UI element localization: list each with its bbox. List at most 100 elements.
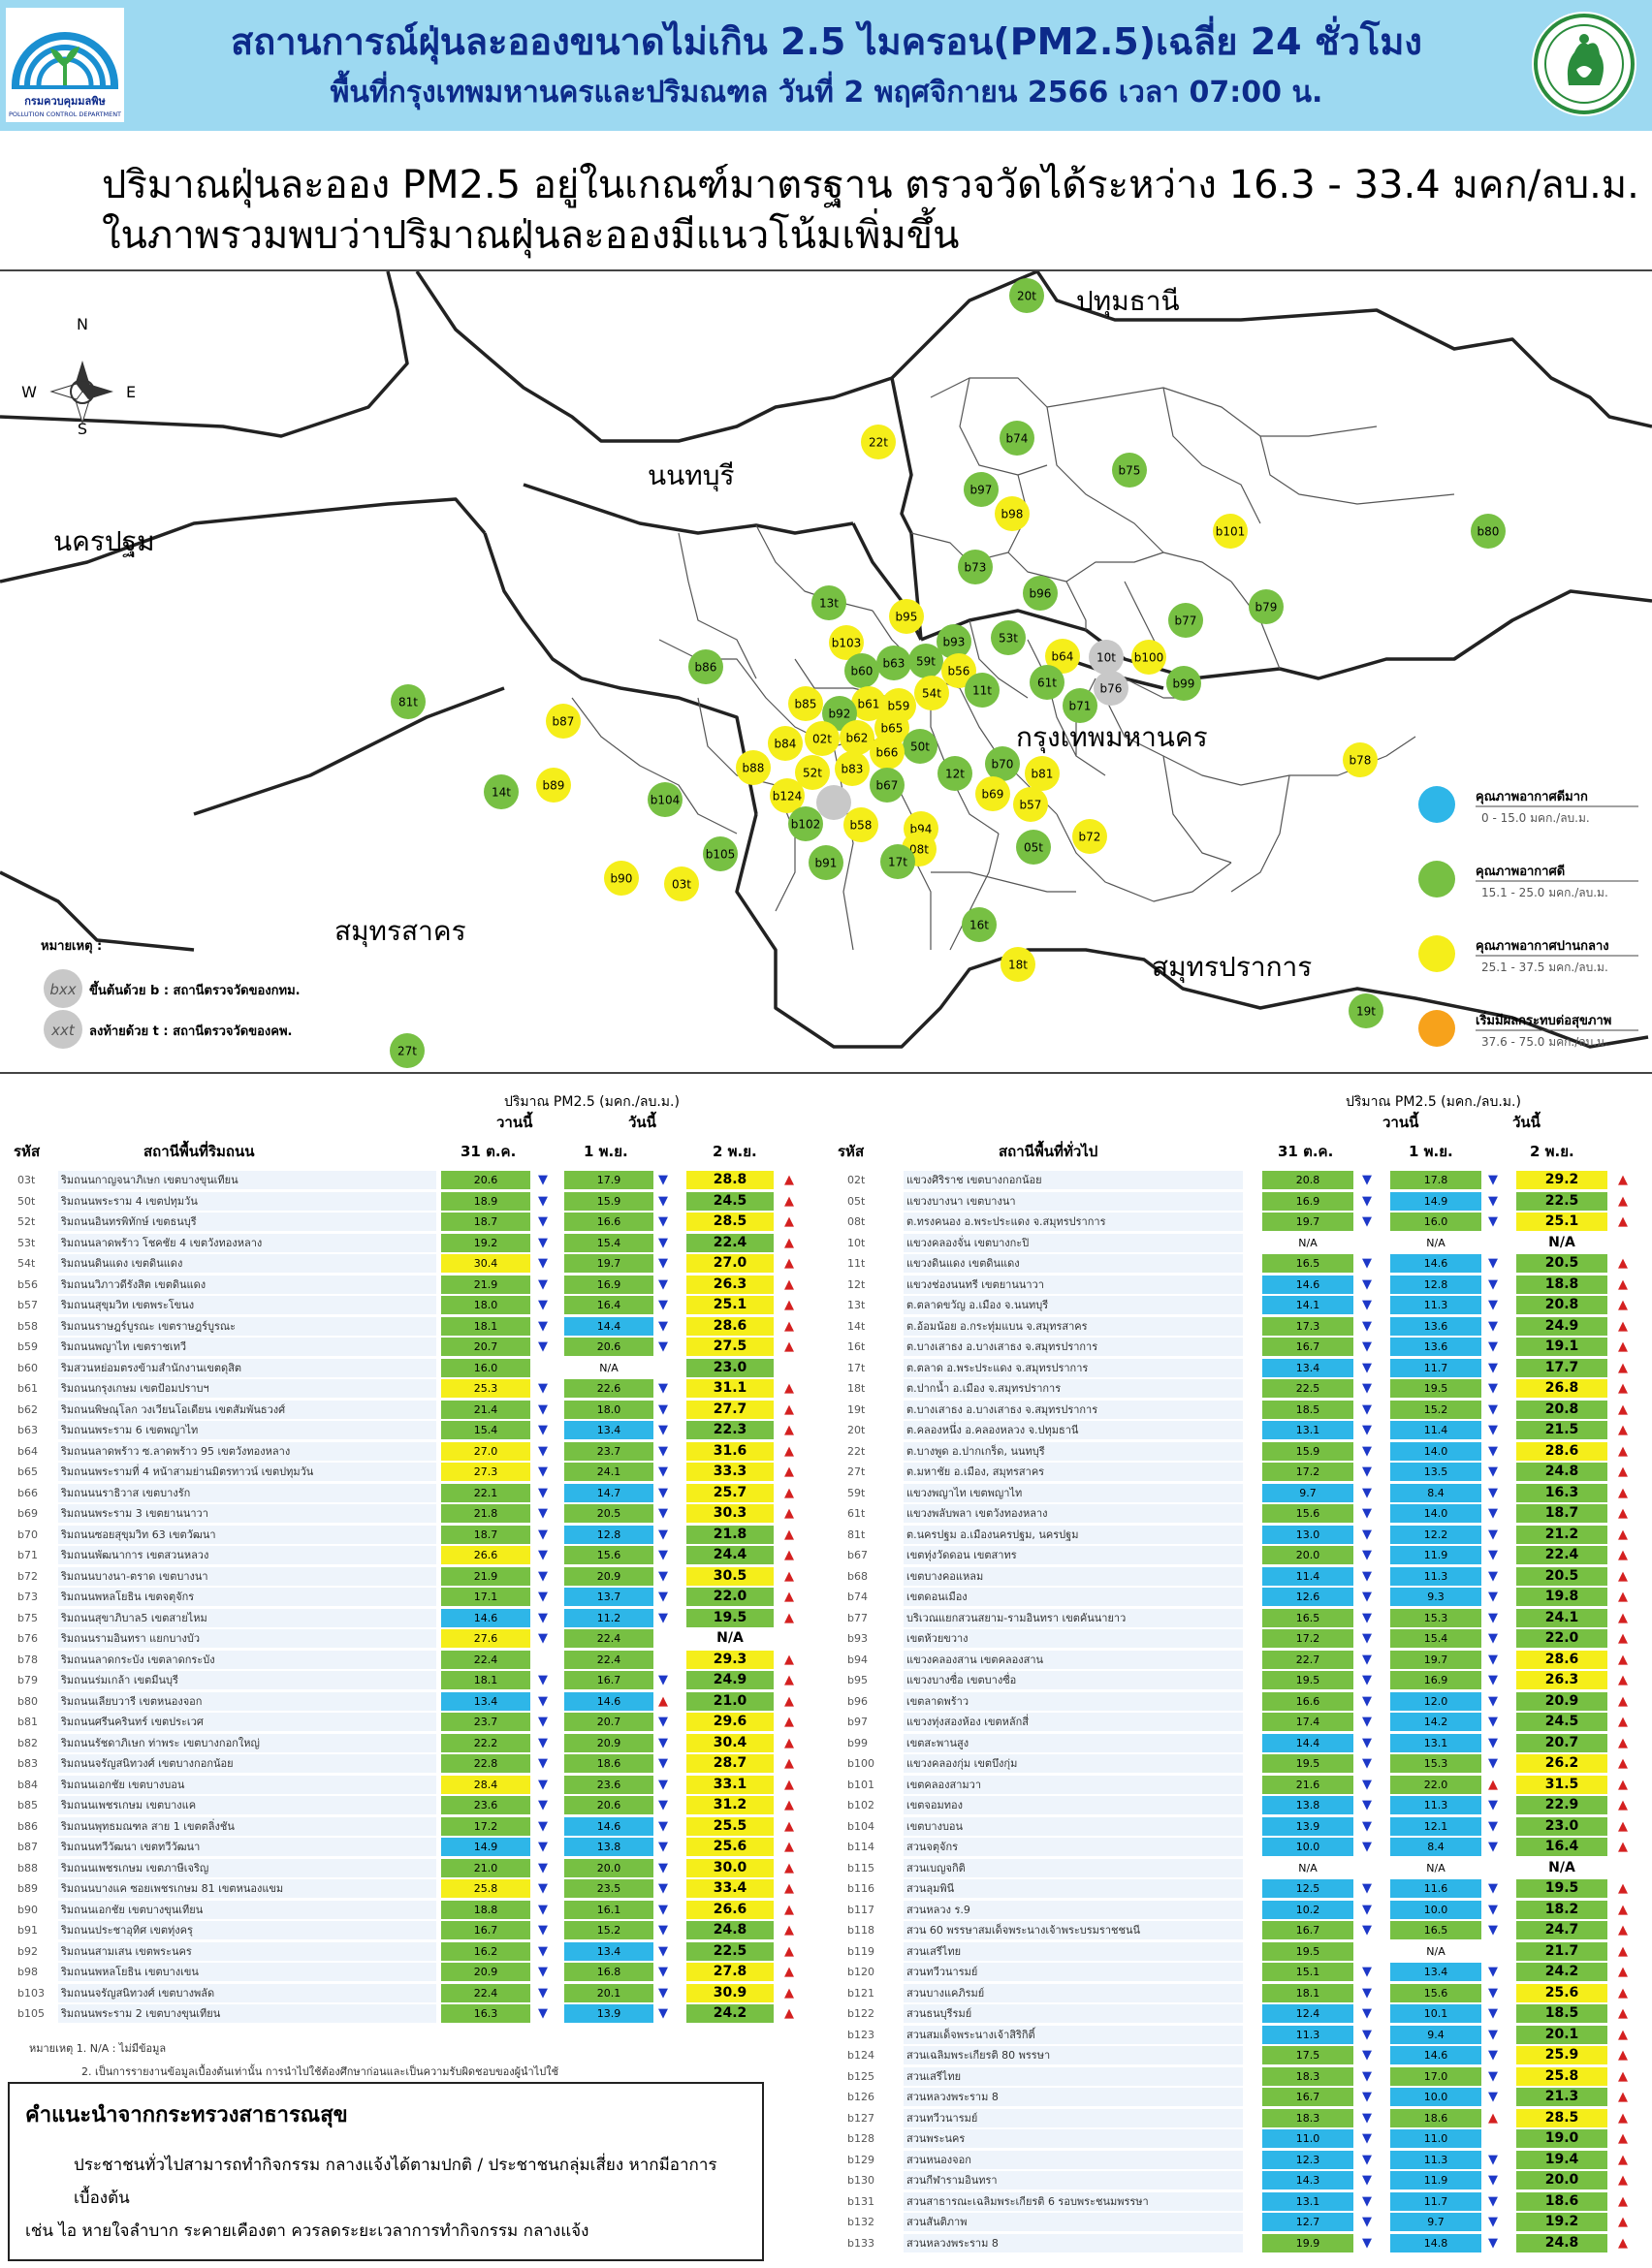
station-name: ริมถนนร่มเกล้า เขตมีนบุรี [58, 1671, 436, 1689]
station-code: b56 [17, 1277, 38, 1291]
station-code: b93 [847, 1632, 868, 1645]
value-d3: 19.0 [1516, 2129, 1607, 2148]
trend-d3-icon: ▲ [784, 1756, 794, 1771]
station-code: 18t [847, 1382, 866, 1395]
station-marker-50t: 50t [903, 729, 937, 764]
value-d2: 15.4 [564, 1233, 653, 1252]
station-code: 16t [847, 1340, 866, 1353]
table-row: 61t แขวงพลับพลา เขตวังทองหลาง 15.6 ▼ 14.0 ▼ 18… [832, 1504, 1652, 1525]
value-d2: 12.1 [1390, 1816, 1481, 1836]
trend-d1-icon: ▼ [1362, 1840, 1372, 1854]
table-row: 22t ต.บางพูด อ.ปากเกร็ด, นนทบุรี 15.9 ▼ 14.0… [832, 1441, 1652, 1463]
station-dot-b72 [1072, 819, 1107, 854]
station-dot-b61 [851, 686, 886, 721]
trend-d2-icon: ▼ [1488, 1276, 1498, 1292]
trend-d1-icon: ▼ [1362, 1276, 1372, 1292]
station-dot-b58 [843, 807, 878, 842]
trend-d1-icon: ▼ [538, 1485, 548, 1500]
table-row: b74 เขตดอนเมือง 12.6 ▼ 9.3 ▼ 19.8 ▲ [832, 1588, 1652, 1608]
station-name: เขตจอมทอง [904, 1796, 1243, 1814]
trend-d2-icon: ▼ [1488, 1590, 1498, 1604]
station-code: 05t [847, 1194, 866, 1208]
station-marker-b101: b101 [1213, 514, 1248, 549]
station-code: b78 [17, 1653, 38, 1666]
trend-d3-icon: ▲ [1618, 1798, 1628, 1812]
station-dot-54t [914, 676, 949, 710]
value-d1: 18.8 [441, 1900, 530, 1919]
table-row: b105 ริมถนนพระราม 2 เขตบางขุนเทียน 16.3 ▼ 13… [0, 2004, 824, 2025]
value-d3: 22.0 [1516, 1629, 1607, 1648]
station-name: ต.มหาชัย อ.เมือง, สมุทรสาคร [904, 1463, 1243, 1481]
station-marker-b96: b96 [1023, 576, 1058, 611]
value-d2: 12.8 [564, 1525, 653, 1544]
station-dot-81t [391, 684, 426, 719]
station-code: 17t [847, 1361, 866, 1374]
trend-d2-icon: ▼ [658, 1673, 668, 1687]
trend-d2-icon: ▼ [658, 1298, 668, 1312]
value-d2: 11.9 [1390, 1546, 1481, 1564]
station-dot-b88 [736, 750, 771, 785]
station-label-17t: 17t [888, 856, 907, 869]
value-d3: N/A [1516, 1858, 1607, 1877]
value-d1: 14.6 [441, 1608, 530, 1627]
value-d3: 21.8 [686, 1525, 774, 1544]
station-dot-b69 [975, 776, 1010, 811]
value-d2: 20.9 [564, 1733, 653, 1752]
table-row: b75 ริมถนนสุขาภิบาล5 เขตสายไหม 14.6 ▼ 11.2 ▼ 1… [0, 1608, 824, 1629]
station-dot-b103 [829, 625, 864, 660]
station-name: ริมถนนเพชรเกษม เขตภาษีเจริญ [58, 1858, 436, 1877]
value-d3: 27.0 [686, 1254, 774, 1273]
value-d2: 16.9 [1390, 1671, 1481, 1689]
station-name: ริมถนนพุทธมณฑล สาย 1 เขตตลิ่งชัน [58, 1816, 436, 1836]
table-row: 54t ริมถนนดินแดง เขตดินแดง 30.4 ▼ 19.7 ▼ 27.0 ▲ [0, 1254, 824, 1275]
compass-w: W [21, 383, 37, 401]
station-label-61t: 61t [1037, 677, 1057, 690]
trend-d3-icon: ▲ [1618, 1527, 1628, 1542]
value-d2: 13.5 [1390, 1463, 1481, 1481]
legend-label: คุณภาพอากาศดีมาก [1476, 789, 1588, 804]
station-code: b77 [847, 1611, 868, 1624]
station-name: ริมถนนประชาอุทิศ เขตทุ่งครุ [58, 1921, 436, 1939]
value-d3: 25.6 [686, 1838, 774, 1856]
note-b-sample: bxx [49, 981, 76, 998]
trend-d3-icon: ▲ [1618, 1735, 1628, 1750]
value-d1: 16.7 [1262, 1338, 1353, 1356]
station-dot-b91 [809, 845, 843, 880]
value-d2: 11.6 [1390, 1879, 1481, 1898]
station-code: b117 [847, 1903, 874, 1916]
station-code: 20t [847, 1424, 866, 1436]
station-dot-61t [1030, 665, 1064, 700]
station-label-b59: b59 [888, 700, 910, 713]
trend-d2-icon: ▼ [658, 1881, 668, 1896]
station-marker-18t: 18t [1001, 947, 1035, 982]
value-d1: 16.9 [1262, 1191, 1353, 1211]
roadside-col-station: สถานีพื้นที่ริมถนน [143, 1143, 255, 1160]
trend-d2-icon: ▼ [658, 1965, 668, 1979]
value-d2: 14.6 [564, 1816, 653, 1836]
trend-d2-icon: ▼ [1488, 1423, 1498, 1437]
station-code: 61t [847, 1507, 866, 1520]
station-dot-b73 [958, 550, 993, 584]
value-d1: 13.1 [1262, 2191, 1353, 2211]
table-row: b85 ริมถนนเพชรเกษม เขตบางแค 23.6 ▼ 20.6 ▼ 31.2… [0, 1796, 824, 1816]
station-name: เขตห้วยขวาง [904, 1629, 1243, 1648]
trend-d1-icon: ▼ [538, 1423, 548, 1437]
table-row: b114 สวนจตุจักร 10.0 ▼ 8.4 ▼ 16.4 ▲ [832, 1838, 1652, 1858]
compass-n: N [77, 315, 88, 333]
station-name: ริมถนนพระราม 2 เขตบางขุนเทียน [58, 2004, 436, 2023]
value-d1: 15.6 [1262, 1504, 1353, 1523]
table-row: 12t แขวงช่องนนทรี เขตยานนาวา 14.6 ▼ 12.8 ▼ 18.… [832, 1275, 1652, 1296]
station-marker-b91: b91 [809, 845, 843, 880]
advice-line-1: ประชาชนทั่วไปสามารถทำกิจกรรม กลางแจ้งได้… [74, 2156, 717, 2208]
station-dot-27t [390, 1033, 425, 1068]
trend-d1-icon: ▼ [1362, 1402, 1372, 1417]
value-d1: 22.5 [1262, 1379, 1353, 1398]
table-row: 08t ต.ทรงคนอง อ.พระประแดง จ.สมุทรปราการ 19… [832, 1213, 1652, 1233]
station-name: ริมถนนจรัญสนิทวงศ์ เขตบางกอกน้อย [58, 1754, 436, 1773]
trend-d2-icon: ▼ [1488, 1402, 1498, 1417]
province-borders [0, 269, 1652, 1049]
value-d2: 19.7 [1390, 1650, 1481, 1669]
station-label-b105: b105 [706, 848, 736, 862]
station-dot-59t [908, 644, 943, 678]
value-d3: 24.9 [1516, 1316, 1607, 1336]
